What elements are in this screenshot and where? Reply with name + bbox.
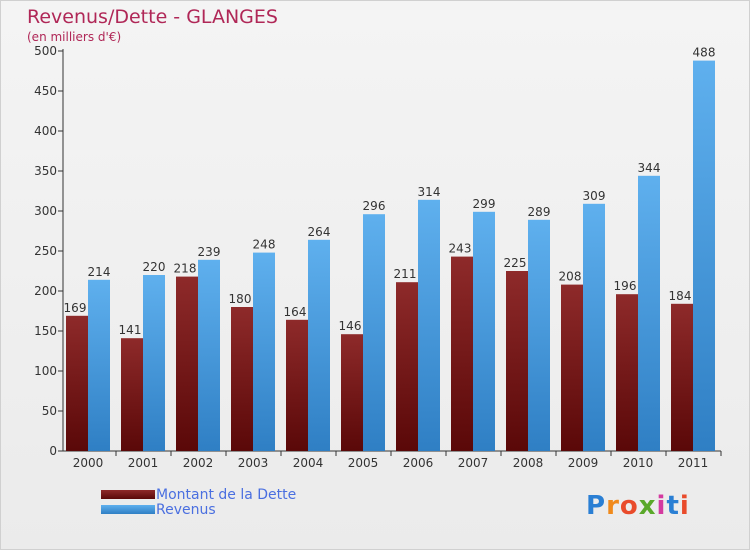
bar-revenue [308,239,330,451]
data-label-revenue: 296 [363,199,386,213]
data-label-revenue: 264 [308,225,331,239]
bars [66,60,715,452]
bar-debt [616,294,638,451]
data-label-revenue: 289 [528,205,551,219]
x-tick-label: 2002 [183,456,214,470]
bar-revenue [143,275,165,451]
bar-revenue [693,60,715,451]
data-label-debt: 218 [174,262,197,276]
logo-letter: r [606,491,620,521]
bar-debt [451,256,473,451]
legend-swatch-debt [101,490,155,499]
bar-debt [341,334,363,451]
data-label-revenue: 299 [473,197,496,211]
bar-revenue [638,175,660,452]
logo-letter: o [619,491,639,521]
x-tick-label: 2003 [238,456,269,470]
data-label-revenue: 248 [253,238,276,252]
data-label-revenue: 488 [693,46,716,60]
x-tick-label: 2005 [348,456,379,470]
y-tick-label: 0 [49,444,57,458]
legend-label-debt: Montant de la Dette [156,487,297,503]
logo-letter: i [679,491,690,521]
legend-label-revenue: Revenus [156,502,216,518]
bar-revenue [253,252,275,451]
data-label-debt: 243 [449,242,472,256]
bar-revenue [583,203,605,451]
data-label-debt: 141 [119,323,142,337]
x-tick-label: 2006 [403,456,434,470]
bar-debt [671,303,693,451]
x-tick-label: 2008 [513,456,544,470]
bar-debt [561,284,583,451]
data-label-debt: 184 [669,289,692,303]
data-label-revenue: 309 [583,189,606,203]
y-tick-label: 450 [34,84,57,98]
logo-letter: x [638,491,657,521]
y-tick-label: 250 [34,244,57,258]
y-tick-label: 350 [34,164,57,178]
x-tick-label: 2009 [568,456,599,470]
y-tick-label: 100 [34,364,57,378]
bar-debt [176,276,198,451]
bar-revenue [473,211,495,451]
bar-debt [286,319,308,451]
data-label-debt: 164 [284,305,307,319]
logo-letter: i [656,491,667,521]
x-tick-label: 2007 [458,456,489,470]
bar-revenue [528,219,550,451]
x-tick-label: 2011 [678,456,709,470]
y-tick-label: 400 [34,124,57,138]
data-label-debt: 208 [559,270,582,284]
data-label-debt: 169 [64,301,87,315]
data-label-debt: 146 [339,319,362,333]
bar-revenue [418,199,440,451]
data-label-debt: 225 [504,256,527,270]
bar-revenue [198,259,220,451]
data-label-revenue: 239 [198,245,221,259]
bar-debt [121,338,143,451]
x-tick-label: 2010 [623,456,654,470]
bar-debt [506,271,528,451]
bar-debt [396,282,418,451]
x-tick-label: 2000 [73,456,104,470]
data-label-revenue: 214 [88,265,111,279]
proxiti-logo: Proxiti [586,491,690,521]
chart-title: Revenus/Dette - GLANGES [27,6,278,28]
data-label-debt: 196 [614,279,637,293]
y-tick-label: 300 [34,204,57,218]
x-tick-label: 2004 [293,456,324,470]
data-label-revenue: 220 [143,260,166,274]
y-tick-label: 500 [34,44,57,58]
data-label-revenue: 314 [418,185,441,199]
y-tick-label: 200 [34,284,57,298]
bar-revenue [363,214,385,451]
bar-debt [231,307,253,451]
y-tick-label: 150 [34,324,57,338]
bar-debt [66,315,88,451]
logo-letter: t [666,491,680,521]
x-tick-label: 2001 [128,456,159,470]
data-label-revenue: 344 [638,161,661,175]
logo-letter: P [586,491,607,521]
y-tick-label: 50 [42,404,57,418]
axes: 0 50 100 150 200 250 300 350 400 450 500 2000 2001 20… [34,44,722,470]
chart-subtitle: (en milliers d'€) [27,30,122,44]
data-label-debt: 180 [229,292,252,306]
legend-swatch-revenue [101,505,155,514]
bar-revenue [88,279,110,451]
data-label-debt: 211 [394,267,417,281]
